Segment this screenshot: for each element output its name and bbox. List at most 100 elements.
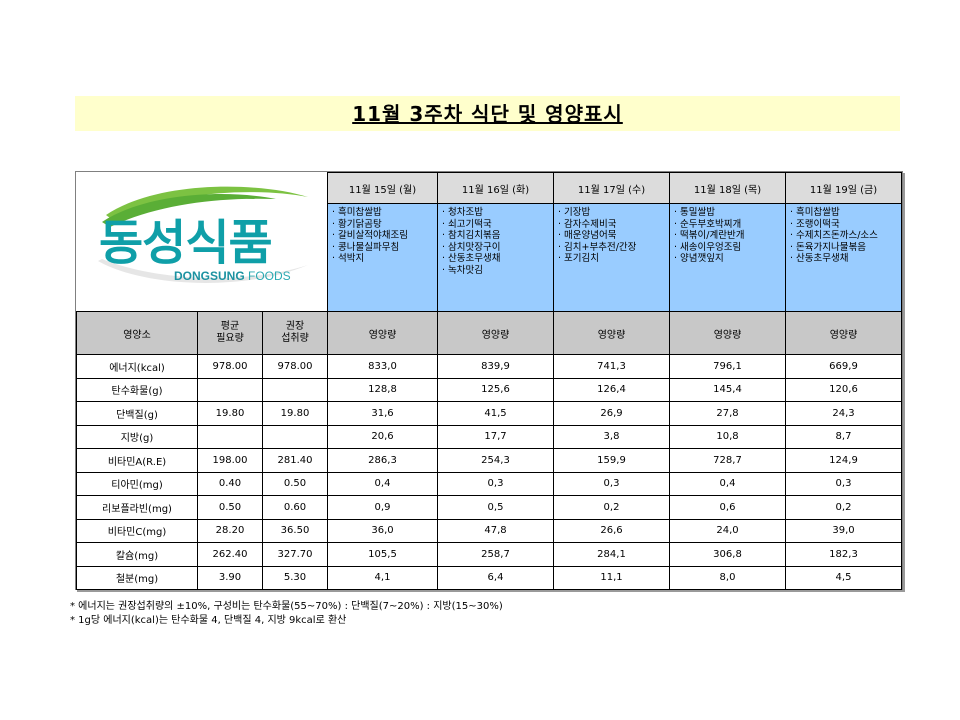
nutrient-value: 284,1 bbox=[553, 542, 670, 567]
nutrient-value: 120,6 bbox=[785, 377, 902, 402]
nutrient-value: 24,3 bbox=[785, 401, 902, 426]
menu-wed: 기장밥 감자수제비국 매운양념어묵 김치+부추전/간장 포기김치 bbox=[553, 203, 670, 312]
header-nutrient: 영양소 bbox=[76, 311, 198, 355]
nutrient-value: 36,0 bbox=[327, 518, 438, 543]
recommended-intake: 36.50 bbox=[262, 518, 328, 543]
header-amount: 영양량 bbox=[669, 311, 786, 355]
menu-item: 양념깻잎지 bbox=[674, 253, 785, 265]
nutrient-value: 105,5 bbox=[327, 542, 438, 567]
nutrient-name: 비타민C(mg) bbox=[76, 518, 198, 543]
recommended-intake: 327.70 bbox=[262, 542, 328, 567]
nutrient-value: 8,7 bbox=[785, 424, 902, 449]
avg-requirement bbox=[197, 377, 263, 402]
nutrient-value: 306,8 bbox=[669, 542, 786, 567]
nutrient-value: 11,1 bbox=[553, 565, 670, 590]
nutrient-value: 128,8 bbox=[327, 377, 438, 402]
nutrient-value: 796,1 bbox=[669, 354, 786, 379]
avg-requirement: 3.90 bbox=[197, 565, 263, 590]
recommended-intake: 0.50 bbox=[262, 471, 328, 496]
menu-item: 돈육가지나물볶음 bbox=[790, 242, 901, 254]
avg-requirement bbox=[197, 424, 263, 449]
menu-item: 떡볶이/계란반개 bbox=[674, 230, 785, 242]
table-row: 비타민C(mg) 28.20 36.50 36,0 47,8 26,6 24,0 39,0 bbox=[76, 518, 902, 543]
nutrient-value: 741,3 bbox=[553, 354, 670, 379]
menu-table: 동성식품 DONGSUNG FOODS 11월 15일 (월) 11월 16일 … bbox=[76, 171, 902, 312]
nutrient-value: 833,0 bbox=[327, 354, 438, 379]
recommended-intake: 0.60 bbox=[262, 495, 328, 520]
nutrient-value: 26,6 bbox=[553, 518, 670, 543]
nutrient-value: 0,2 bbox=[553, 495, 670, 520]
date-thu: 11월 18일 (목) bbox=[669, 171, 786, 205]
logo-en-light: FOODS bbox=[244, 268, 291, 283]
nutrient-value: 0,6 bbox=[669, 495, 786, 520]
title-bar: 11월 3주차 식단 및 영양표시 bbox=[75, 96, 900, 131]
menu-item: 녹차맛김 bbox=[442, 265, 553, 277]
menu-item: 청차조밥 bbox=[442, 207, 553, 219]
table-row: 티아민(mg) 0.40 0.50 0,4 0,3 0,3 0,4 0,3 bbox=[76, 471, 902, 496]
recommended-intake: 5.30 bbox=[262, 565, 328, 590]
nutrient-value: 8,0 bbox=[669, 565, 786, 590]
avg-requirement: 262.40 bbox=[197, 542, 263, 567]
footnote: * 에너지는 권장섭취량의 ±10%, 구성비는 탄수화물(55~70%) : … bbox=[70, 601, 503, 612]
nutrient-value: 0,4 bbox=[669, 471, 786, 496]
nutrient-value: 26,9 bbox=[553, 401, 670, 426]
header-avg: 평균 필요량 bbox=[197, 311, 263, 355]
header-amount: 영양량 bbox=[437, 311, 554, 355]
nutrient-value: 254,3 bbox=[437, 448, 554, 473]
date-wed: 11월 17일 (수) bbox=[553, 171, 670, 205]
table-row: 지방(g) 20,6 17,7 3,8 10,8 8,7 bbox=[76, 424, 902, 449]
menu-item: 김치+부추전/간장 bbox=[558, 242, 669, 254]
menu-item: 흑미찹쌀밥 bbox=[332, 207, 437, 219]
nutrient-name: 철분(mg) bbox=[76, 565, 198, 590]
table-row: 단백질(g) 19.80 19.80 31,6 41,5 26,9 27,8 24,3 bbox=[76, 401, 902, 426]
nutrient-value: 669,9 bbox=[785, 354, 902, 379]
nutrient-name: 비타민A(R.E) bbox=[76, 448, 198, 473]
menu-thu: 통밀쌀밥 순두부호박찌개 떡볶이/계란반개 새송이우엉조림 양념깻잎지 bbox=[669, 203, 786, 312]
nutrient-value: 0,3 bbox=[437, 471, 554, 496]
recommended-intake: 978.00 bbox=[262, 354, 328, 379]
nutrient-value: 124,9 bbox=[785, 448, 902, 473]
avg-requirement: 0.40 bbox=[197, 471, 263, 496]
menu-item: 쇠고기떡국 bbox=[442, 219, 553, 231]
dongsung-logo-icon bbox=[98, 186, 308, 283]
nutrition-table: 영양소 평균 필요량 권장 섭취량 영양량 영양량 영양량 영양량 영양량 에너… bbox=[76, 311, 902, 590]
nutrient-value: 41,5 bbox=[437, 401, 554, 426]
nutrient-value: 39,0 bbox=[785, 518, 902, 543]
date-tue: 11월 16일 (화) bbox=[437, 171, 554, 205]
nutrient-value: 27,8 bbox=[669, 401, 786, 426]
table-row: 에너지(kcal) 978.00 978.00 833,0 839,9 741,3 796,… bbox=[76, 354, 902, 379]
menu-item: 순두부호박찌개 bbox=[674, 219, 785, 231]
menu-item: 갈비살적야채조림 bbox=[332, 230, 437, 242]
nutrient-name: 탄수화물(g) bbox=[76, 377, 198, 402]
nutrient-value: 31,6 bbox=[327, 401, 438, 426]
menu-item: 매운양념어묵 bbox=[558, 230, 669, 242]
menu-item: 산동초무생채 bbox=[790, 253, 901, 265]
nutrition-header-row: 영양소 평균 필요량 권장 섭취량 영양량 영양량 영양량 영양량 영양량 bbox=[76, 311, 902, 355]
nutrient-name: 칼슘(mg) bbox=[76, 542, 198, 567]
nutrient-value: 125,6 bbox=[437, 377, 554, 402]
menu-item: 산동초무생채 bbox=[442, 253, 553, 265]
nutrient-value: 0,3 bbox=[553, 471, 670, 496]
page-title: 11월 3주차 식단 및 영양표시 bbox=[352, 102, 623, 126]
footnote: * 1g당 에너지(kcal)는 탄수화물 4, 단백질 4, 지방 9kcal… bbox=[70, 615, 347, 626]
menu-item: 새송이우엉조림 bbox=[674, 242, 785, 254]
menu-sheet: 동성식품 DONGSUNG FOODS 11월 15일 (월) 11월 16일 … bbox=[75, 171, 903, 590]
nutrition-body: 에너지(kcal) 978.00 978.00 833,0 839,9 741,3 796,… bbox=[76, 354, 902, 590]
nutrient-name: 리보플라빈(mg) bbox=[76, 495, 198, 520]
menu-fri: 흑미찹쌀밥 조랭이떡국 수제치즈돈까스/소스 돈육가지나물볶음 산동초무생채 bbox=[785, 203, 902, 312]
nutrient-value: 286,3 bbox=[327, 448, 438, 473]
header-amount: 영양량 bbox=[327, 311, 438, 355]
menu-item: 참치김치볶음 bbox=[442, 230, 553, 242]
nutrient-value: 182,3 bbox=[785, 542, 902, 567]
nutrient-value: 0,4 bbox=[327, 471, 438, 496]
table-row: 철분(mg) 3.90 5.30 4,1 6,4 11,1 8,0 4,5 bbox=[76, 565, 902, 590]
nutrient-name: 단백질(g) bbox=[76, 401, 198, 426]
nutrient-value: 24,0 bbox=[669, 518, 786, 543]
logo-cell: 동성식품 DONGSUNG FOODS bbox=[76, 172, 328, 312]
nutrient-value: 0,5 bbox=[437, 495, 554, 520]
recommended-intake: 19.80 bbox=[262, 401, 328, 426]
nutrient-value: 47,8 bbox=[437, 518, 554, 543]
nutrient-value: 839,9 bbox=[437, 354, 554, 379]
menu-item: 콩나물실파무침 bbox=[332, 242, 437, 254]
logo-en-bold: DONGSUNG bbox=[174, 268, 245, 283]
